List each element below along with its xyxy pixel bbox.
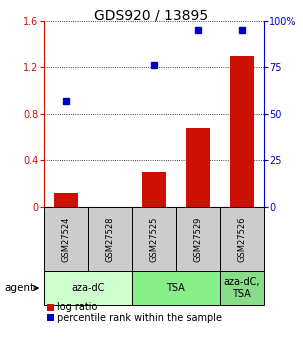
Bar xyxy=(186,128,210,207)
Text: GSM27524: GSM27524 xyxy=(62,216,70,262)
Bar xyxy=(142,172,166,207)
Bar xyxy=(230,56,254,207)
Text: aza-dC,
TSA: aza-dC, TSA xyxy=(223,277,260,299)
Bar xyxy=(220,271,264,305)
Bar xyxy=(220,207,264,271)
Text: aza-dC: aza-dC xyxy=(71,283,105,293)
Bar xyxy=(132,207,176,271)
Text: log ratio: log ratio xyxy=(57,302,97,312)
Bar xyxy=(132,271,220,305)
Bar xyxy=(88,207,132,271)
Text: percentile rank within the sample: percentile rank within the sample xyxy=(57,313,222,323)
Text: GDS920 / 13895: GDS920 / 13895 xyxy=(95,9,208,23)
Bar xyxy=(54,193,78,207)
Text: GSM27526: GSM27526 xyxy=(237,216,246,262)
Text: TSA: TSA xyxy=(166,283,185,293)
Text: GSM27525: GSM27525 xyxy=(149,216,158,262)
Bar xyxy=(44,271,132,305)
Text: agent: agent xyxy=(5,283,35,293)
Bar xyxy=(176,207,220,271)
Bar xyxy=(44,207,88,271)
Text: GSM27528: GSM27528 xyxy=(105,216,114,262)
Text: GSM27529: GSM27529 xyxy=(193,216,202,262)
